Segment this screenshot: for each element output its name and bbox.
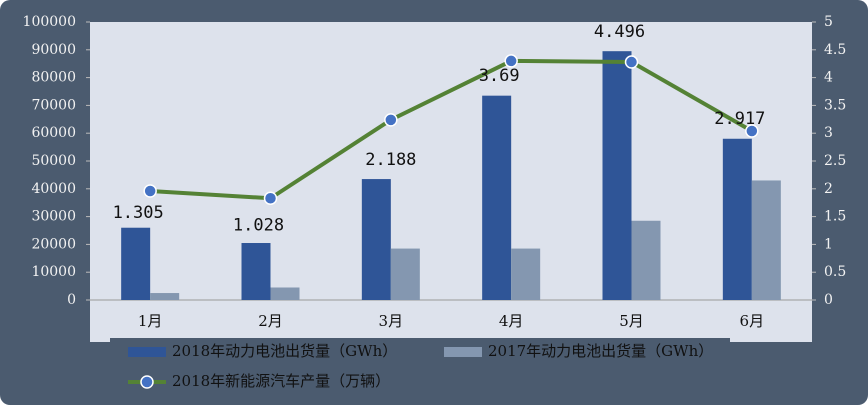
legend-swatch [128, 347, 166, 357]
legend-label: 2018年新能源汽车产量（万辆） [172, 372, 390, 390]
bar [511, 248, 541, 300]
x-tick-label: 3月 [379, 312, 404, 330]
x-tick-label: 1月 [138, 312, 163, 330]
bar [121, 227, 151, 300]
y-tick-label: 60000 [31, 125, 76, 141]
y2-tick-label: 3.5 [824, 97, 846, 113]
bar [631, 220, 661, 300]
bar [270, 287, 300, 300]
line [150, 58, 753, 201]
annotation: 4.496 [594, 22, 645, 42]
y2-tick-label: 4.5 [824, 42, 846, 58]
y2-tick-label: 2.5 [824, 153, 846, 169]
x-tick-label: 4月 [499, 312, 524, 330]
plot-area [90, 22, 812, 300]
y-tick-label: 90000 [31, 42, 76, 58]
line-marker [384, 113, 398, 127]
y-tick-label: 70000 [31, 97, 76, 113]
x-tick-label: 5月 [619, 312, 644, 330]
y2-tick-label: 3 [824, 125, 833, 141]
line-marker [504, 54, 518, 68]
legend-marker [140, 375, 154, 389]
legend-swatch [444, 347, 482, 357]
annotation: 2.188 [365, 150, 416, 170]
bar [390, 248, 420, 300]
legend-label: 2017年动力电池出货量（GWh） [488, 342, 713, 360]
y-tick-label: 100000 [23, 14, 76, 30]
x-tick-label: 2月 [258, 312, 283, 330]
y2-tick-label: 1 [824, 236, 833, 252]
line-marker [143, 184, 157, 198]
line-marker [745, 124, 759, 138]
bar [482, 95, 512, 300]
y2-tick-label: 1.5 [824, 209, 846, 225]
line-marker [624, 55, 639, 69]
annotation: 2.917 [714, 109, 765, 129]
y-tick-label: 40000 [31, 181, 76, 197]
x-tick-label: 6月 [740, 312, 765, 330]
bar [751, 180, 781, 300]
y2-tick-label: 2 [824, 181, 833, 197]
annotation: 1.305 [113, 203, 164, 223]
y2-tick-label: 0 [824, 292, 833, 308]
bar [722, 138, 752, 300]
y-tick-label: 20000 [31, 236, 76, 252]
annotation: 3.69 [479, 66, 520, 86]
y-tick-label: 80000 [31, 70, 76, 86]
y-tick-label: 30000 [31, 209, 76, 225]
y2-tick-label: 0.5 [824, 264, 846, 280]
category-area [90, 300, 812, 342]
y2-tick-label: 5 [824, 14, 833, 30]
line-marker [263, 191, 278, 206]
y2-tick-label: 4 [824, 70, 833, 86]
bar [150, 293, 180, 300]
bar [241, 243, 271, 300]
legend-label: 2018年动力电池出货量（GWh） [172, 342, 397, 360]
legend-area [110, 338, 730, 400]
bar [602, 51, 632, 300]
y-tick-label: 10000 [31, 264, 76, 280]
y-tick-label: 0 [67, 292, 76, 308]
annotation: 1.028 [233, 215, 284, 235]
y-tick-label: 50000 [31, 153, 76, 169]
bar [361, 179, 391, 300]
